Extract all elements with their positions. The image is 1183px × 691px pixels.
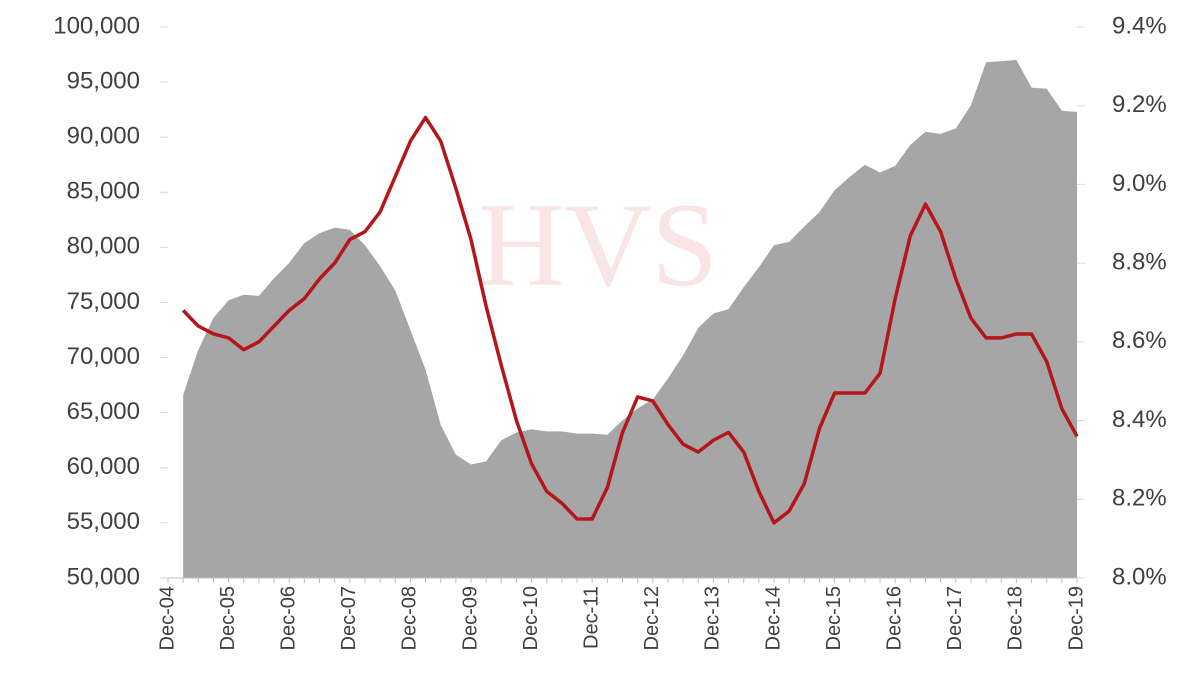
y2-tick-label: 9.4% [1112,12,1167,39]
line [181,115,1079,525]
x-tick-label: Dec-17 [944,586,966,650]
y-tick-label: 65,000 [67,398,140,425]
x-tick-label: Dec-14 [762,586,784,650]
area [183,60,1077,579]
x-tick-label: Dec-15 [823,586,845,650]
y-tick-label: 50,000 [67,563,140,590]
y-tick-label: 75,000 [67,288,140,315]
x-tick-label: Dec-09 [459,586,481,650]
y2-tick-label: 9.2% [1112,91,1167,118]
y2-tick-label: 8.0% [1112,563,1167,590]
x-tick-label: Dec-10 [520,586,542,650]
x-tick-label: Dec-13 [702,586,724,650]
x-tick-label: Dec-16 [883,586,905,650]
x-tick-label: Dec-18 [1005,586,1027,650]
y2-tick-label: 8.6% [1112,327,1167,354]
y-tick-label: 60,000 [67,453,140,480]
y2-tick-label: 8.8% [1112,248,1167,275]
y-tick-label: 90,000 [67,123,140,150]
x-tick-label: Dec-11 [580,586,602,649]
y-tick-label: 95,000 [67,67,140,94]
y-tick-label: 55,000 [67,508,140,535]
watermark: HVS [478,178,718,311]
x-tick-label: Dec-07 [338,586,360,650]
x-tick-label: Dec-19 [1065,586,1087,650]
y-tick-label: 80,000 [67,233,140,260]
y-tick-label: 100,000 [53,12,140,39]
x-tick-label: Dec-08 [399,586,421,650]
y2-tick-label: 9.0% [1112,170,1167,197]
y2-tick-label: 8.4% [1112,406,1167,433]
y-tick-label: 70,000 [67,343,140,370]
y-tick-label: 85,000 [67,178,140,205]
x-tick-label: Dec-05 [217,586,239,650]
x-tick-label: Dec-12 [641,586,663,650]
x-tick-label: Dec-06 [277,586,299,650]
x-tick-label: Dec-04 [156,586,178,650]
y2-tick-label: 8.2% [1112,485,1167,512]
